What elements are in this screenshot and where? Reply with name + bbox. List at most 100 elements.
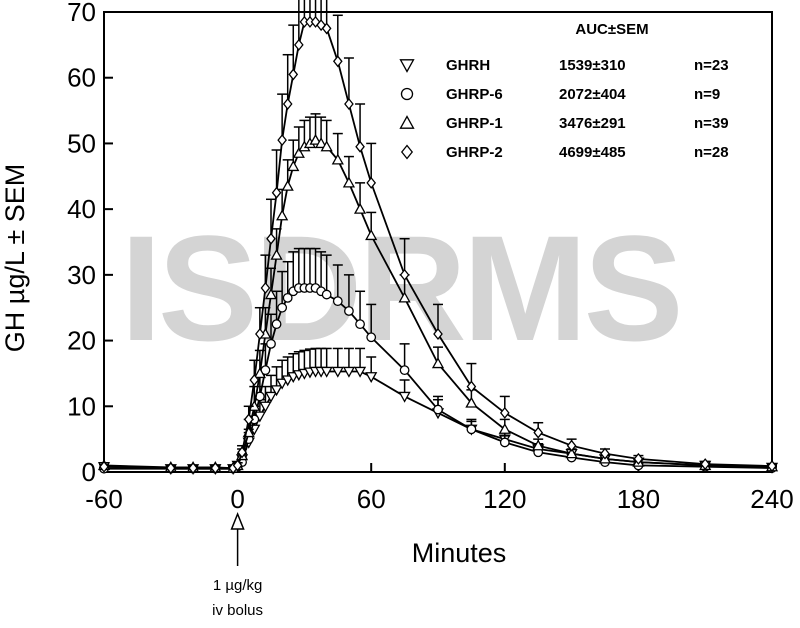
data-point: [465, 396, 478, 408]
data-point: [533, 426, 544, 439]
data-point: [276, 209, 289, 221]
y-tick-label: 60: [67, 63, 96, 93]
data-point: [767, 460, 777, 473]
data-point: [466, 380, 477, 393]
data-point: [431, 357, 445, 369]
data-point: [466, 424, 477, 435]
data-point: [232, 459, 243, 472]
data-point: [264, 391, 278, 403]
plot-frame: [103, 11, 773, 473]
data-point: [633, 452, 644, 465]
series-line: [103, 370, 773, 470]
data-point: [344, 306, 354, 316]
data-point: [700, 458, 711, 471]
series-ghrp-2: [99, 0, 777, 475]
data-point: [433, 327, 443, 341]
data-point: [342, 176, 356, 188]
y-tick-label: 10: [67, 391, 96, 421]
legend-auc: 4699±485: [559, 144, 626, 161]
data-point: [260, 281, 271, 295]
data-point: [165, 462, 176, 475]
data-point: [253, 367, 266, 379]
data-point: [271, 319, 282, 330]
data-point: [353, 202, 367, 214]
data-point: [332, 296, 343, 307]
x-tick-label: -60: [85, 484, 123, 514]
data-point: [249, 373, 260, 387]
y-tick-label: 0: [82, 457, 96, 487]
data-point: [365, 372, 378, 384]
data-point: [287, 160, 300, 172]
data-point: [243, 413, 254, 426]
data-point: [294, 38, 304, 51]
legend-auc: 2072±404: [559, 86, 626, 103]
legend-n: n=28: [694, 144, 729, 161]
data-point: [342, 366, 356, 378]
legend-label: GHRP-1: [446, 115, 503, 132]
data-point: [532, 439, 545, 451]
data-point: [266, 338, 276, 349]
legend-label: GHRP-2: [446, 144, 503, 161]
legend-n: n=9: [694, 86, 720, 103]
x-tick-label: 120: [483, 484, 526, 514]
data-point: [320, 140, 333, 152]
x-tick-label: 0: [230, 484, 244, 514]
data-point: [210, 462, 221, 475]
data-point: [399, 268, 410, 281]
data-point: [399, 59, 415, 73]
x-tick-label: 180: [617, 484, 660, 514]
data-point: [331, 366, 344, 378]
data-point: [355, 140, 365, 153]
data-point: [264, 288, 278, 300]
data-point: [259, 401, 272, 413]
data-point: [365, 229, 378, 241]
data-point: [288, 68, 299, 81]
data-point: [399, 365, 410, 376]
data-point: [321, 289, 332, 300]
data-point: [344, 97, 354, 111]
data-point: [282, 292, 293, 303]
data-point: [270, 248, 283, 260]
y-tick-label: 20: [67, 326, 96, 356]
data-point: [565, 447, 578, 459]
legend-label: GHRP-6: [446, 86, 503, 103]
data-point: [353, 366, 367, 378]
y-axis-title: GH µg/L ± SEM: [0, 164, 30, 352]
data-point: [316, 19, 326, 32]
legend-header: AUC±SEM: [575, 21, 648, 38]
data-point: [276, 378, 289, 390]
data-point: [237, 446, 247, 459]
annotation-line: 1 µg/kg: [213, 577, 263, 594]
data-point: [499, 406, 510, 419]
legend-n: n=23: [694, 57, 729, 74]
data-point: [433, 404, 443, 415]
data-point: [499, 437, 510, 448]
data-point: [320, 366, 333, 378]
annotation-line: iv bolus: [212, 602, 263, 619]
x-axis-title: Minutes: [412, 538, 507, 568]
data-point: [255, 327, 265, 341]
data-point: [321, 22, 332, 35]
data-point: [400, 144, 414, 160]
data-point: [270, 385, 283, 397]
y-tick-label: 70: [67, 0, 96, 27]
data-point: [366, 176, 377, 189]
data-point: [314, 137, 328, 149]
data-point: [566, 439, 577, 452]
legend-auc: 1539±310: [559, 57, 626, 74]
data-point: [277, 134, 287, 147]
data-point: [398, 291, 411, 303]
bolus-annotation: 1 µg/kg iv bolus: [212, 511, 263, 619]
y-tick-label: 40: [67, 194, 96, 224]
x-tick-label: 240: [750, 484, 793, 514]
data-point: [331, 153, 344, 165]
data-point: [366, 332, 377, 343]
data-point: [266, 232, 276, 245]
data-point: [400, 87, 414, 101]
data-point: [281, 375, 294, 387]
y-tick-label: 30: [67, 260, 96, 290]
data-point: [398, 391, 411, 403]
y-tick-label: 50: [67, 128, 96, 158]
legend-n: n=39: [694, 115, 729, 132]
